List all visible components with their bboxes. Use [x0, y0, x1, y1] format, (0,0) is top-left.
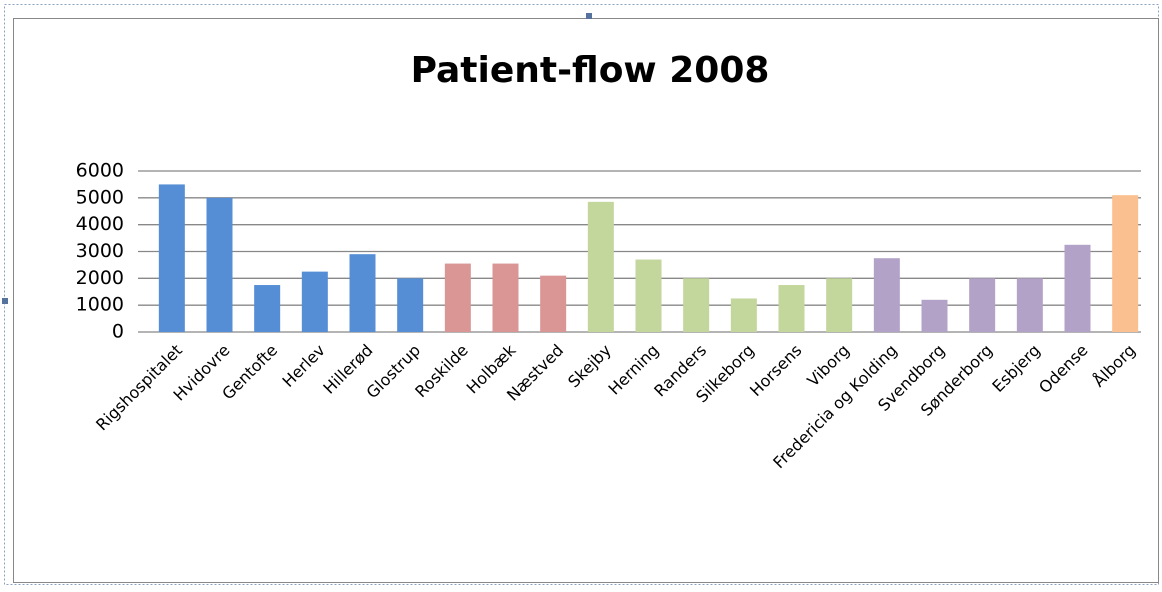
- bar: [635, 259, 662, 332]
- bar: [540, 275, 567, 332]
- bar: [301, 271, 328, 332]
- bar: [873, 258, 900, 332]
- bar: [683, 278, 710, 332]
- y-tick-label: 3000: [76, 240, 124, 262]
- chart-title: Patient-flow 2008: [411, 50, 770, 91]
- bar: [444, 263, 471, 332]
- bar: [826, 278, 853, 332]
- y-tick-label: 1000: [76, 294, 124, 316]
- handle: [2, 298, 8, 304]
- y-tick-label: 2000: [76, 267, 124, 289]
- bar: [921, 299, 948, 332]
- bar: [254, 285, 281, 332]
- y-tick-label: 0: [112, 321, 124, 343]
- bar: [969, 278, 996, 332]
- bar: [1064, 244, 1091, 332]
- y-tick-label: 4000: [76, 213, 124, 235]
- chart-area: [13, 18, 1159, 583]
- bar: [492, 263, 519, 332]
- bar: [397, 278, 424, 332]
- bar: [158, 184, 185, 332]
- bar: [1016, 278, 1043, 332]
- y-tick-label: 6000: [76, 160, 124, 182]
- y-tick-label: 5000: [76, 186, 124, 208]
- bar: [206, 197, 233, 332]
- bar: [730, 298, 757, 332]
- bar: [587, 201, 614, 332]
- bar: [1112, 195, 1139, 332]
- bar: [349, 254, 376, 332]
- handle: [586, 13, 592, 19]
- bar: [778, 285, 805, 332]
